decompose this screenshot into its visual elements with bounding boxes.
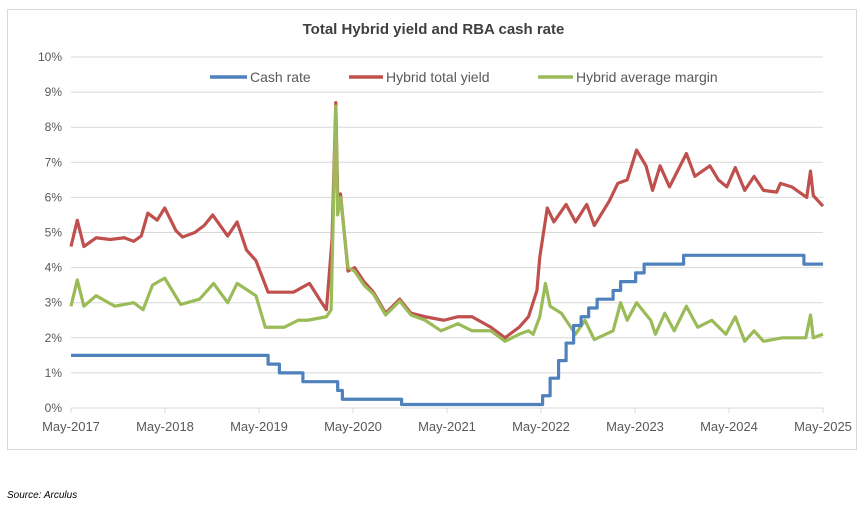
x-tick-label: May-2021 xyxy=(418,419,476,434)
series-line-hybrid-total-yield xyxy=(69,101,825,340)
y-tick-label: 2% xyxy=(45,331,63,345)
y-tick-label: 3% xyxy=(45,296,63,310)
y-tick-label: 1% xyxy=(45,366,63,380)
y-tick-label: 0% xyxy=(45,401,63,415)
series-line-cash-rate xyxy=(71,253,823,407)
x-tick-label: May-2019 xyxy=(230,419,288,434)
series-line-hybrid-average-margin xyxy=(69,104,824,343)
x-tick-label: May-2017 xyxy=(42,419,100,434)
legend-label: Hybrid total yield xyxy=(386,69,490,85)
y-tick-label: 6% xyxy=(45,190,63,204)
chart-frame xyxy=(7,9,857,450)
x-tick-label: May-2024 xyxy=(700,419,758,434)
legend-label: Hybrid average margin xyxy=(576,69,718,85)
x-tick-label: May-2023 xyxy=(606,419,664,434)
y-tick-label: 7% xyxy=(45,155,63,169)
x-tick-label: May-2022 xyxy=(512,419,570,434)
x-tick-label: May-2020 xyxy=(324,419,382,434)
chart-title: Total Hybrid yield and RBA cash rate xyxy=(302,21,565,38)
y-tick-label: 4% xyxy=(45,261,63,275)
y-tick-label: 5% xyxy=(45,226,63,240)
x-tick-label: May-2025 xyxy=(794,419,852,434)
source-note: Source: Arculus xyxy=(7,490,78,501)
legend-label: Cash rate xyxy=(250,69,311,85)
y-tick-label: 8% xyxy=(45,120,63,134)
y-tick-label: 9% xyxy=(45,85,63,99)
x-tick-label: May-2018 xyxy=(136,419,194,434)
y-tick-label: 10% xyxy=(38,50,62,64)
